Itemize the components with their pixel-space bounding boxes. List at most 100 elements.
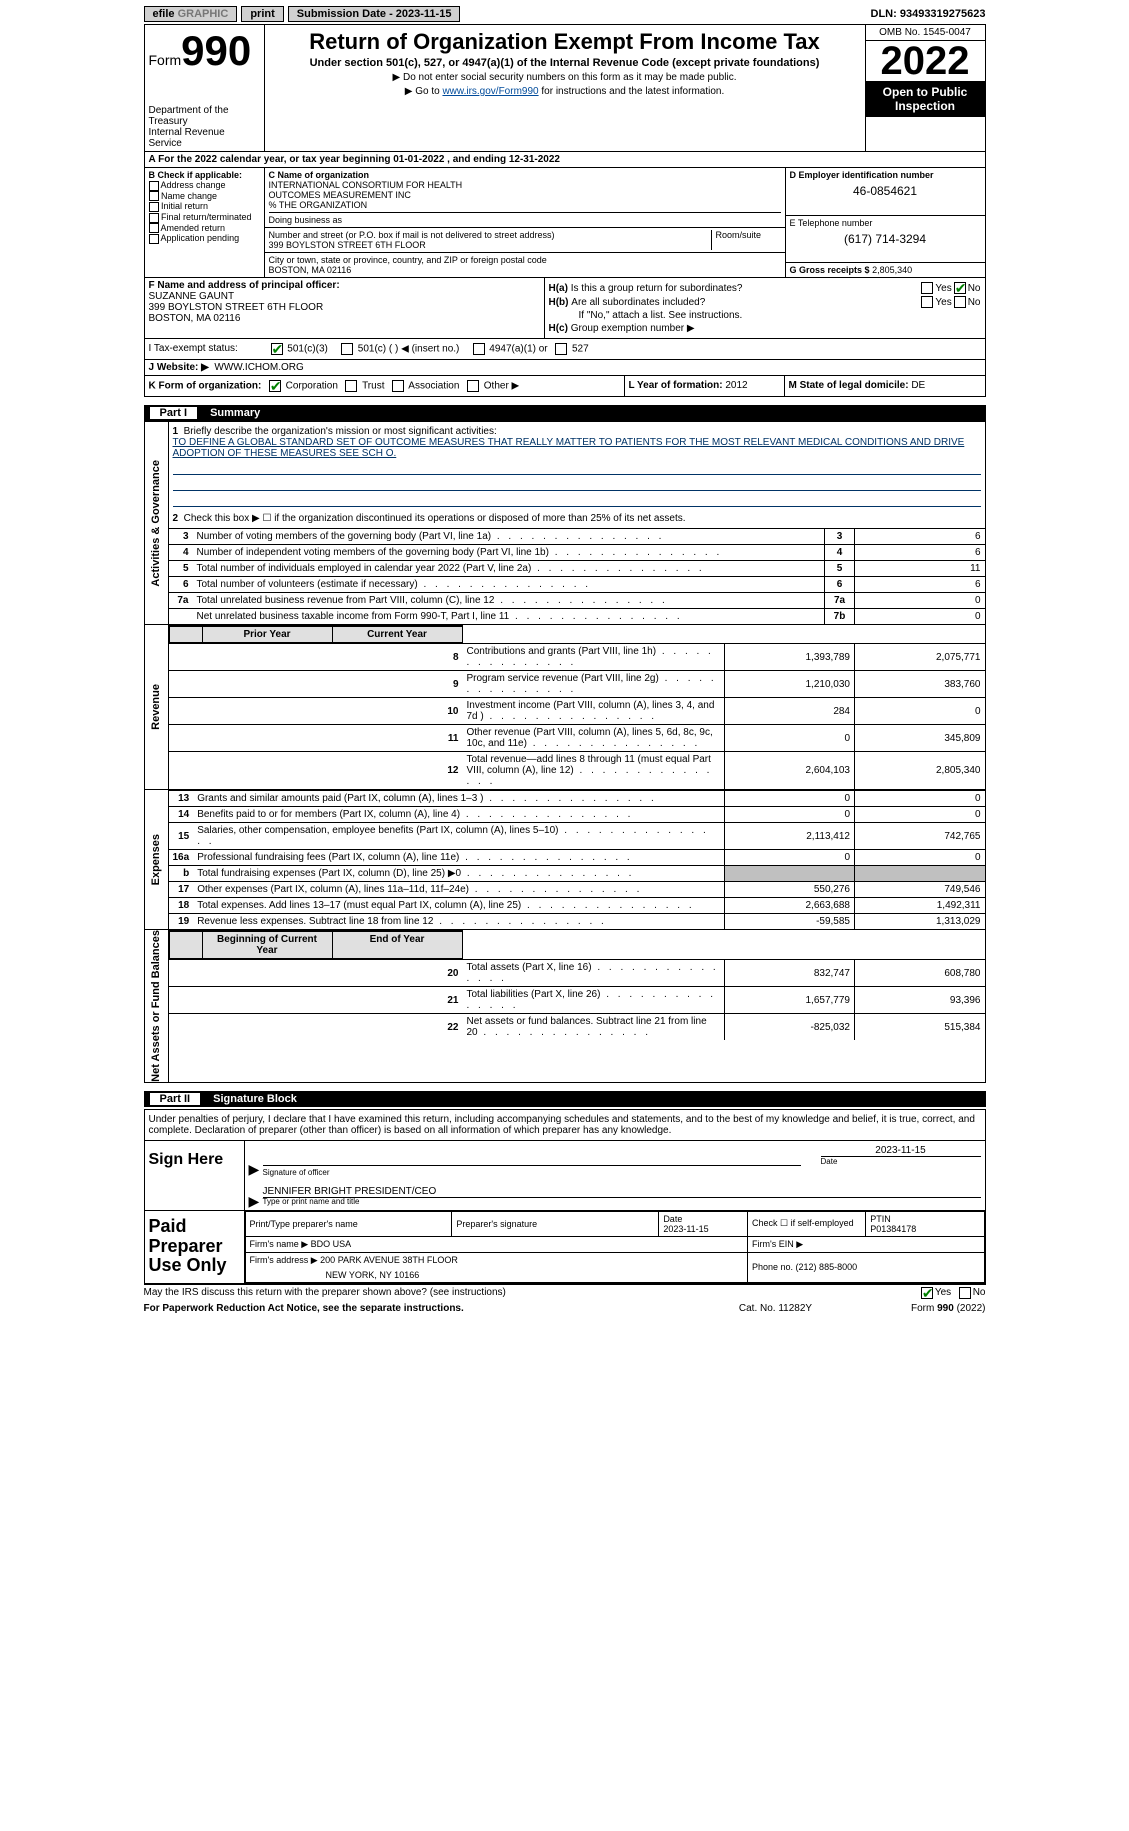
prep-date-value: 2023-11-15 — [663, 1224, 708, 1234]
ha-question: Is this a group return for subordinates? — [571, 283, 920, 294]
f-label: F Name and address of principal officer: — [149, 280, 340, 291]
officer-name: SUZANNE GAUNT — [149, 291, 540, 302]
b-item-4: Amended return — [161, 223, 226, 233]
declaration-text: Under penalties of perjury, I declare th… — [145, 1110, 985, 1140]
phone-value: (617) 714-3294 — [790, 232, 981, 246]
4947-label: 4947(a)(1) or — [489, 344, 547, 355]
part2-header: Part II Signature Block — [144, 1091, 986, 1107]
room-label: Room/suite — [711, 230, 781, 250]
efile-button[interactable]: efile GRAPHIC — [144, 6, 238, 22]
section-h: H(a) Is this a group return for subordin… — [545, 278, 985, 338]
hb-no-checkbox[interactable] — [954, 296, 966, 308]
501c-checkbox[interactable] — [341, 343, 353, 355]
hc-question: Group exemption number ▶ — [571, 323, 695, 334]
firm-addr2: NEW YORK, NY 10166 — [245, 1268, 747, 1283]
netassets-table: Beginning of Current YearEnd of Year20To… — [169, 930, 985, 1040]
form-number: Form990 — [149, 27, 260, 75]
checkbox-app-pending[interactable] — [149, 234, 159, 244]
open-to-public: Open to Public Inspection — [866, 81, 985, 117]
yes-label: Yes — [935, 283, 951, 294]
top-toolbar: efile GRAPHIC print Submission Date - 20… — [144, 4, 986, 24]
irs-link[interactable]: www.irs.gov/Form990 — [442, 86, 538, 97]
other-checkbox[interactable] — [467, 380, 479, 392]
ha-label: H(a) — [549, 283, 568, 294]
firm-addr-label: Firm's address ▶ — [250, 1255, 318, 1265]
irs-no-checkbox[interactable] — [959, 1287, 971, 1299]
gross-label: G Gross receipts $ — [790, 265, 870, 275]
assoc-checkbox[interactable] — [392, 380, 404, 392]
hc-label: H(c) — [549, 323, 568, 334]
firm-ein-label: Firm's EIN ▶ — [752, 1239, 803, 1249]
part2-title: Signature Block — [213, 1093, 297, 1105]
org-name-3: % THE ORGANIZATION — [269, 200, 781, 210]
firm-name: BDO USA — [311, 1239, 352, 1249]
section-i: I Tax-exempt status: 501(c)(3) 501(c) ( … — [144, 339, 986, 360]
hb-note: If "No," attach a list. See instructions… — [549, 310, 981, 321]
gross-value: 2,805,340 — [872, 265, 912, 275]
form-label: Form — [911, 1303, 937, 1314]
form-num: 990 — [181, 27, 251, 74]
firm-phone-label: Phone no. — [752, 1262, 793, 1272]
hb-question: Are all subordinates included? — [571, 297, 919, 308]
checkbox-initial-return[interactable] — [149, 202, 159, 212]
irs-discuss-question: May the IRS discuss this return with the… — [144, 1287, 919, 1299]
checkbox-final-return[interactable] — [149, 213, 159, 223]
part1-expenses: Expenses 13Grants and similar amounts pa… — [144, 790, 986, 930]
part1-title: Summary — [210, 407, 260, 419]
checkbox-amended[interactable] — [149, 223, 159, 233]
goto-suffix: for instructions and the latest informat… — [539, 86, 725, 97]
part1-header: Part I Summary — [144, 405, 986, 421]
pra-notice: For Paperwork Reduction Act Notice, see … — [144, 1303, 706, 1314]
ha-yes-checkbox[interactable] — [921, 282, 933, 294]
trust-checkbox[interactable] — [345, 380, 357, 392]
other-label: Other ▶ — [484, 381, 519, 392]
corp-checkbox[interactable] — [269, 380, 281, 392]
org-name-1: INTERNATIONAL CONSORTIUM FOR HEALTH — [269, 180, 781, 190]
dba-label: Doing business as — [269, 212, 781, 225]
street-address: 399 BOYLSTON STREET 6TH FLOOR — [269, 240, 711, 250]
website-value: WWW.ICHOM.ORG — [214, 362, 303, 373]
prep-name-label: Print/Type preparer's name — [245, 1211, 452, 1236]
tax-year: 2022 — [866, 41, 985, 81]
side-revenue: Revenue — [145, 625, 169, 789]
side-netassets: Net Assets or Fund Balances — [145, 930, 169, 1082]
4947-checkbox[interactable] — [473, 343, 485, 355]
no-label-2: No — [968, 297, 981, 308]
501c3-checkbox[interactable] — [271, 343, 283, 355]
firm-phone: (212) 885-8000 — [796, 1262, 858, 1272]
sig-officer-label: Signature of officer — [263, 1168, 801, 1177]
form-header: Form990 Department of the Treasury Inter… — [144, 24, 986, 152]
irs-dept: Department of the Treasury Internal Reve… — [149, 105, 260, 149]
j-label: J Website: ▶ — [149, 362, 209, 373]
form-prefix: Form — [149, 52, 182, 68]
ha-no-checkbox[interactable] — [954, 282, 966, 294]
part1-revenue: Revenue Prior YearCurrent Year8Contribut… — [144, 625, 986, 790]
b-item-3: Final return/terminated — [161, 212, 252, 222]
print-button[interactable]: print — [241, 6, 283, 22]
section-j: J Website: ▶ WWW.ICHOM.ORG — [144, 360, 986, 376]
527-checkbox[interactable] — [555, 343, 567, 355]
ptin-label: PTIN — [870, 1214, 891, 1224]
hb-yes-checkbox[interactable] — [921, 296, 933, 308]
cat-number: Cat. No. 11282Y — [706, 1303, 846, 1314]
form-subtitle: Under section 501(c), 527, or 4947(a)(1)… — [269, 57, 861, 69]
b-label: B Check if applicable: — [149, 170, 260, 180]
ssn-note: Do not enter social security numbers on … — [269, 72, 861, 83]
k-label: K Form of organization: — [149, 381, 262, 392]
firm-name-label: Firm's name ▶ — [250, 1239, 309, 1249]
preparer-table: Print/Type preparer's name Preparer's si… — [245, 1211, 985, 1283]
officer-city: BOSTON, MA 02116 — [149, 313, 540, 324]
prep-self-emp: Check ☐ if self-employed — [747, 1211, 865, 1236]
checkbox-address-change[interactable] — [149, 181, 159, 191]
b-item-0: Address change — [161, 180, 226, 190]
irs-yes-label: Yes — [935, 1287, 951, 1299]
b-item-5: Application pending — [161, 233, 240, 243]
prep-date-label: Date — [663, 1214, 682, 1224]
section-c: C Name of organization INTERNATIONAL CON… — [265, 168, 785, 277]
501c3-label: 501(c)(3) — [287, 344, 328, 355]
irs-yes-checkbox[interactable] — [921, 1287, 933, 1299]
line2-text: Check this box ▶ ☐ if the organization d… — [184, 513, 686, 524]
checkbox-name-change[interactable] — [149, 191, 159, 201]
section-b: B Check if applicable: Address change Na… — [145, 168, 265, 277]
c-label: C Name of organization — [269, 170, 781, 180]
